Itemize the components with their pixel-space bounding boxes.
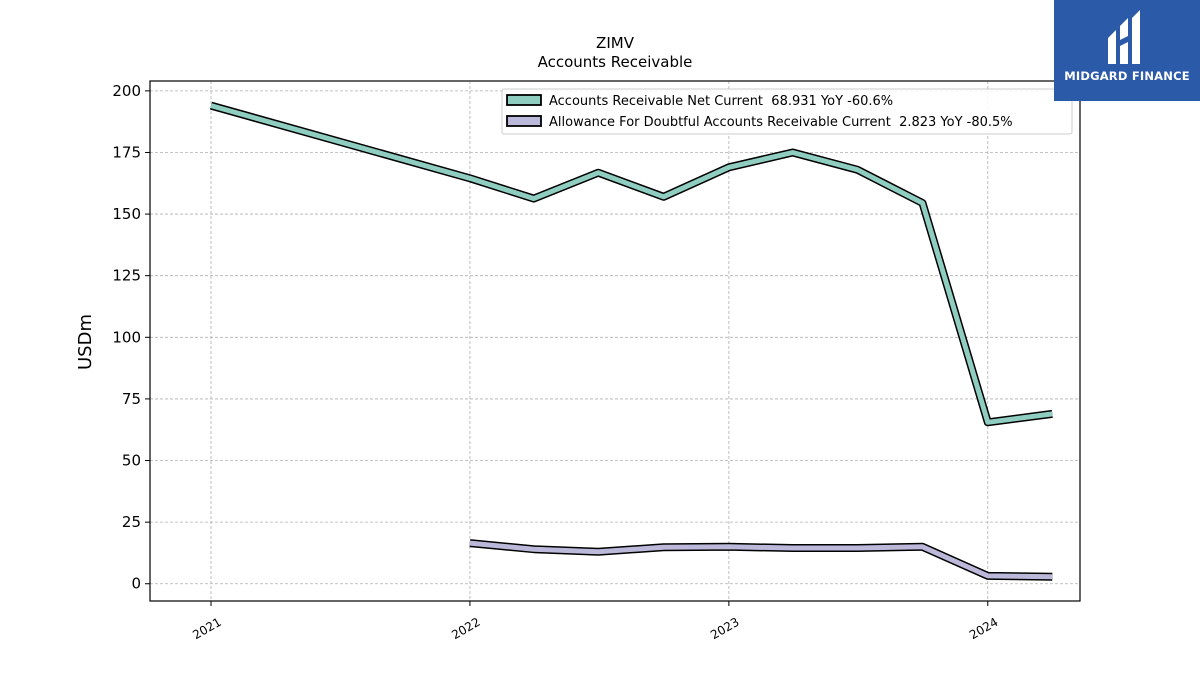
brand-logo: MIDGARD FINANCE — [1054, 0, 1200, 101]
legend-swatch — [506, 94, 542, 106]
chart-subtitle: Accounts Receivable — [538, 53, 693, 71]
legend: Accounts Receivable Net Current 68.931 Y… — [501, 88, 1073, 135]
x-tick-label: 2024 — [967, 615, 1000, 642]
y-tick-label: 100 — [112, 328, 141, 346]
grid-layer — [150, 81, 1080, 601]
series-line — [469, 540, 1053, 580]
x-tick-label: 2023 — [708, 615, 741, 642]
series-layer — [209, 101, 1053, 581]
logo-mark-icon — [1108, 10, 1140, 64]
x-tick-label: 2021 — [190, 615, 223, 642]
legend-label: Accounts Receivable Net Current 68.931 Y… — [549, 94, 893, 109]
y-tick-label: 25 — [122, 513, 141, 531]
y-tick-label: 0 — [131, 575, 141, 593]
series-line — [210, 103, 1053, 425]
y-axis-label: USDm — [75, 314, 96, 370]
series-line-outline — [209, 101, 1053, 427]
x-tick-label: 2022 — [449, 615, 482, 642]
chart-title: ZIMV — [596, 34, 635, 52]
plot-frame — [149, 80, 1081, 602]
tick-layer: 0 25 50 75 100 125 150 175 200 2021 2022 2023 2024 — [112, 82, 1000, 642]
y-tick-label: 50 — [122, 452, 141, 470]
y-tick-label: 150 — [112, 205, 141, 223]
legend-swatch — [506, 115, 542, 127]
y-tick-label: 175 — [112, 143, 141, 161]
logo-text: MIDGARD FINANCE — [1064, 69, 1190, 83]
y-tick-label: 75 — [122, 390, 141, 408]
y-tick-label: 200 — [112, 82, 141, 100]
legend-box — [501, 88, 1073, 135]
legend-label: Allowance For Doubtful Accounts Receivab… — [549, 115, 1013, 130]
y-tick-label: 125 — [112, 267, 141, 285]
